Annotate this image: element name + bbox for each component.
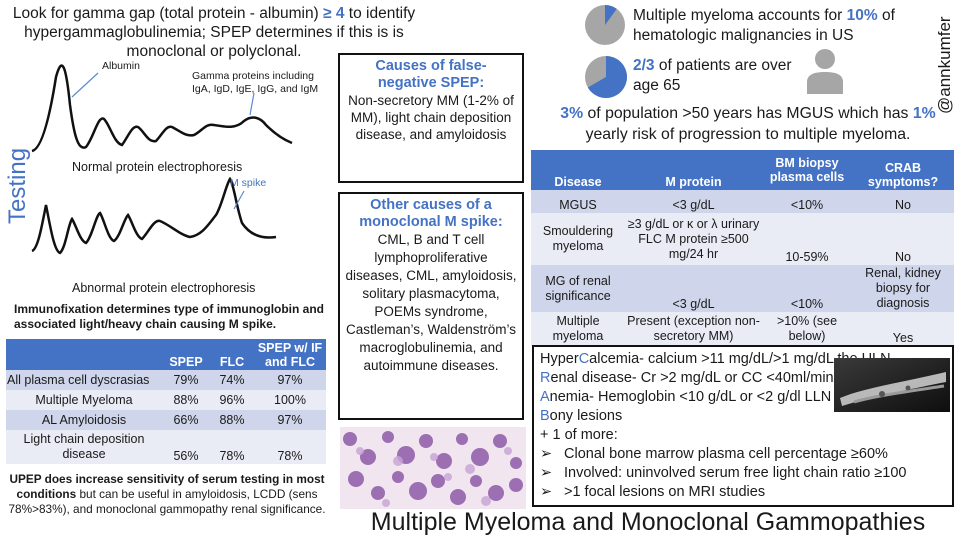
crab-hypercalcemia: HyperCalcemia- calcium >11 mg/dL/>1 mg/d… bbox=[540, 351, 891, 367]
albumin-arrow bbox=[71, 72, 99, 98]
list-item: ➢ Clonal bone marrow plasma cell percenta… bbox=[540, 446, 888, 462]
immunofixation-note: Immunofixation determines type of immuno… bbox=[14, 302, 325, 331]
disease-cell: No bbox=[852, 190, 954, 213]
crab-bone: Bony lesions bbox=[540, 408, 623, 424]
arrow-bullet-icon: ➢ bbox=[540, 446, 553, 462]
disease-cell: <3 g/dL bbox=[625, 265, 762, 312]
arrow-bullet-icon: ➢ bbox=[540, 484, 553, 500]
disease-cell: No bbox=[852, 213, 954, 265]
false-negative-title: Causes of false-negative SPEP: bbox=[375, 58, 487, 91]
table-row: MG of renal significance <3 g/dL <10% Re… bbox=[531, 265, 954, 312]
sens-value: 97% bbox=[254, 370, 326, 390]
disease-name: Smouldering myeloma bbox=[531, 213, 625, 265]
other-causes-box: Other causes of a monoclonal M spike: CM… bbox=[338, 192, 524, 420]
person-icon bbox=[807, 49, 843, 94]
disease-cell: <3 g/dL bbox=[625, 190, 762, 213]
author-handle: @annkumfer bbox=[935, 16, 954, 114]
sens-value: 88% bbox=[162, 390, 210, 410]
sensitivity-header: FLC bbox=[210, 339, 254, 370]
sens-condition: AL Amyloidosis bbox=[6, 410, 162, 430]
table-row: Multiple Myeloma 88% 96% 100% bbox=[6, 390, 326, 410]
crab-anemia: Anemia- Hemoglobin <10 g/dL or <2 g/dl L… bbox=[540, 389, 832, 405]
pie1-slice bbox=[605, 4, 617, 25]
disease-cell: ≥3 g/dL or κ or λ urinary FLC M protein … bbox=[625, 213, 762, 265]
upep-note: UPEP does increase sensitivity of serum … bbox=[8, 472, 326, 516]
sensitivity-table: SPEP FLC SPEP w/ IF and FLC All plasma c… bbox=[6, 339, 326, 464]
sens-condition: Multiple Myeloma bbox=[6, 390, 162, 410]
disease-header-row: Disease M protein BM biopsy plasma cells… bbox=[531, 150, 954, 190]
disease-cell: <10% bbox=[762, 190, 852, 213]
disease-cell: >10% (see below) bbox=[762, 312, 852, 346]
abnormal-spep-curve bbox=[31, 176, 277, 255]
normal-spep-curve bbox=[31, 64, 293, 153]
disease-name: Multiple myeloma bbox=[531, 312, 625, 346]
disease-cell: Yes bbox=[852, 312, 954, 346]
disease-cell: <10% bbox=[762, 265, 852, 312]
gamma-gap-threshold: ≥ 4 bbox=[323, 5, 345, 22]
disease-name: MGUS bbox=[531, 190, 625, 213]
sens-value: 96% bbox=[210, 390, 254, 410]
crab-plus-one: + 1 of more: bbox=[540, 427, 618, 443]
other-causes-title: Other causes of a monoclonal M spike: bbox=[359, 197, 503, 230]
disease-cell: 10-59% bbox=[762, 213, 852, 265]
age-stat: 2/3 of patients are over age 65 bbox=[633, 57, 792, 94]
false-negative-body: Non-secretory MM (1-2% of MM), light cha… bbox=[348, 93, 514, 142]
abnormal-spep-caption: Abnormal protein electrophoresis bbox=[72, 281, 256, 295]
sens-value: 79% bbox=[162, 370, 210, 390]
pie-chart-10-percent bbox=[585, 4, 625, 45]
electrophoresis-curves bbox=[31, 64, 293, 255]
sensitivity-header: SPEP bbox=[162, 339, 210, 370]
other-causes-body: CML, B and T cell lymphoproliferative di… bbox=[345, 232, 517, 373]
sens-value: 88% bbox=[210, 410, 254, 430]
disease-cell: Renal, kidney biopsy for diagnosis bbox=[852, 265, 954, 312]
crab-renal: Renal disease- Cr >2 mg/dL or CC <40ml/m… bbox=[540, 370, 834, 386]
sens-value: 56% bbox=[162, 430, 210, 464]
table-row: Smouldering myeloma ≥3 g/dL or κ or λ ur… bbox=[531, 213, 954, 265]
sensitivity-header-row: SPEP FLC SPEP w/ IF and FLC bbox=[6, 339, 326, 370]
sensitivity-header: SPEP w/ IF and FLC bbox=[254, 339, 326, 370]
table-row: AL Amyloidosis 66% 88% 97% bbox=[6, 410, 326, 430]
arrow-bullet-icon: ➢ bbox=[540, 465, 553, 481]
disease-header: Disease bbox=[531, 150, 625, 190]
table-row: Multiple myeloma Present (exception non-… bbox=[531, 312, 954, 346]
disease-cell: Present (exception non-secretory MM) bbox=[625, 312, 762, 346]
table-row: All plasma cell dyscrasias 79% 74% 97% bbox=[6, 370, 326, 390]
sens-value: 66% bbox=[162, 410, 210, 430]
mspike-arrow bbox=[233, 190, 245, 210]
bone-xray-image bbox=[834, 358, 950, 412]
sens-condition: Light chain deposition disease bbox=[6, 430, 162, 464]
normal-spep-caption: Normal protein electrophoresis bbox=[72, 160, 243, 174]
disease-header: CRAB symptoms? bbox=[852, 150, 954, 190]
testing-side-label: Testing bbox=[4, 147, 31, 224]
gamma-gap-intro: Look for gamma gap (total protein - albu… bbox=[12, 5, 416, 60]
pie2-slice bbox=[587, 56, 627, 98]
mspike-label: M spike bbox=[230, 177, 267, 189]
sensitivity-header bbox=[6, 339, 162, 370]
table-row: Light chain deposition disease 56% 78% 7… bbox=[6, 430, 326, 464]
table-row: MGUS <3 g/dL <10% No bbox=[531, 190, 954, 213]
sens-value: 78% bbox=[254, 430, 326, 464]
bone-marrow-smear-image bbox=[340, 427, 526, 509]
sens-value: 78% bbox=[210, 430, 254, 464]
sens-condition: All plasma cell dyscrasias bbox=[6, 370, 162, 390]
false-negative-box: Causes of false-negative SPEP: Non-secre… bbox=[338, 53, 524, 183]
page-title: Multiple Myeloma and Monoclonal Gammopat… bbox=[370, 508, 926, 536]
disease-header: M protein bbox=[625, 150, 762, 190]
mgus-risk-stat: 3% of population >50 years has MGUS whic… bbox=[560, 105, 936, 143]
disease-name: MG of renal significance bbox=[531, 265, 625, 312]
gamma-arrow bbox=[249, 92, 255, 116]
list-item: ➢ >1 focal lesions on MRI studies bbox=[540, 484, 766, 500]
gamma-proteins-label: Gamma proteins including IgA, IgD, IgE, … bbox=[192, 70, 319, 95]
sens-value: 97% bbox=[254, 410, 326, 430]
disease-header: BM biopsy plasma cells bbox=[762, 150, 852, 190]
pie-chart-two-thirds bbox=[585, 56, 627, 98]
albumin-label: Albumin bbox=[102, 60, 140, 72]
crab-criteria-box: HyperCalcemia- calcium >11 mg/dL/>1 mg/d… bbox=[532, 345, 954, 507]
sens-value: 100% bbox=[254, 390, 326, 410]
list-item: ➢ Involved: uninvolved serum free light c… bbox=[540, 465, 907, 481]
disease-table: Disease M protein BM biopsy plasma cells… bbox=[531, 150, 954, 346]
myeloma-share-stat: Multiple myeloma accounts for 10% of hem… bbox=[633, 7, 895, 44]
sens-value: 74% bbox=[210, 370, 254, 390]
